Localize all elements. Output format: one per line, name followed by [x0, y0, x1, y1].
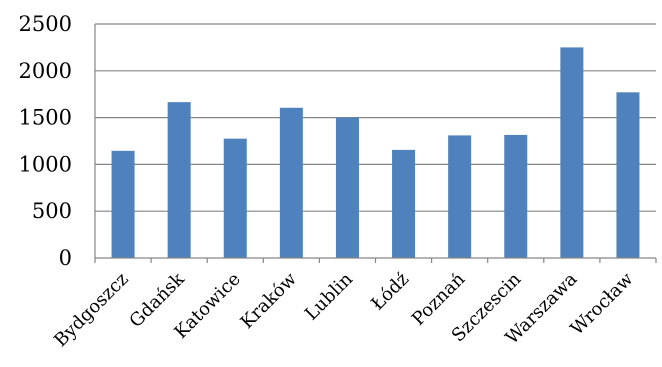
axes	[94, 24, 657, 263]
bar-łódź	[392, 149, 416, 258]
x-tick-label: Wrocław	[567, 268, 638, 339]
x-tick-label: Bydgoszcz	[50, 269, 132, 351]
y-tick-label: 2000	[19, 59, 72, 83]
y-tick-label: 1000	[19, 152, 72, 176]
bar-gdańsk	[167, 102, 191, 258]
bar-warszawa	[560, 47, 584, 259]
bar-wrocław	[616, 92, 640, 258]
bar-szczescin	[504, 134, 528, 258]
y-axis-tick-labels: 0 500 1000 1500 2000 2500	[19, 12, 72, 270]
x-tick-label: Lublin	[301, 268, 357, 324]
bar-lublin	[335, 117, 359, 258]
y-tick-label: 1500	[19, 106, 72, 130]
x-tick-label: Łódź	[367, 269, 413, 315]
y-tick-label: 2500	[19, 12, 72, 36]
bar-poznań	[448, 135, 472, 258]
y-tick-label: 500	[32, 199, 72, 223]
bar-kraków	[279, 107, 303, 258]
x-tick-label: Kraków	[237, 268, 302, 333]
bar-katowice	[223, 138, 247, 258]
bar-series	[111, 47, 640, 259]
bar-bydgoszcz	[111, 150, 135, 258]
y-tick-label: 0	[59, 246, 72, 270]
